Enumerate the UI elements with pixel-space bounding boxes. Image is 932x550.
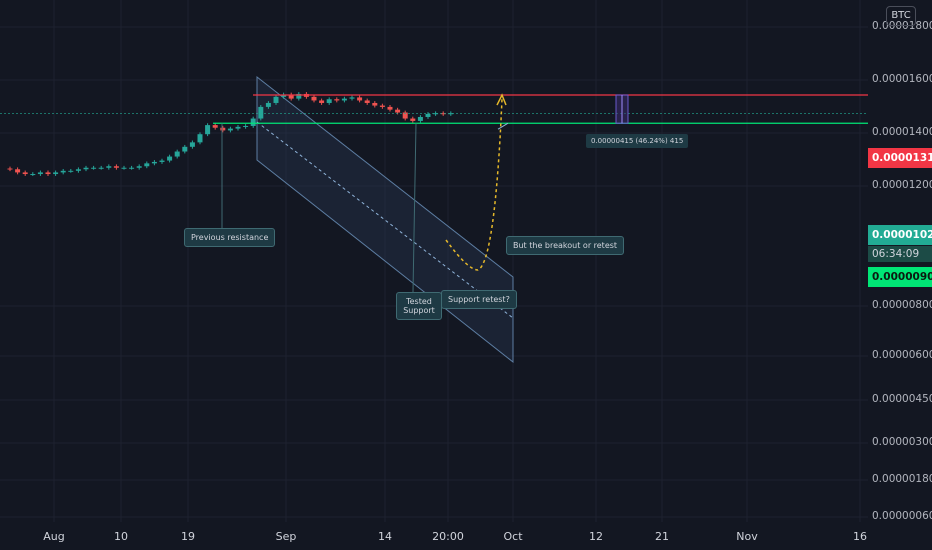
candle: [129, 167, 135, 169]
candle: [113, 166, 119, 168]
candle: [83, 167, 89, 170]
candle: [372, 102, 378, 106]
price-levels: [0, 94, 868, 124]
candle: [15, 169, 21, 173]
y-tick-label: 0.00000180: [872, 473, 932, 485]
countdown-badge: 06:34:09: [868, 246, 932, 262]
x-tick-label: 12: [589, 530, 603, 543]
candle: [68, 170, 74, 172]
candle: [364, 100, 370, 103]
candle: [220, 127, 226, 131]
note-previous-resistance[interactable]: Previous resistance: [184, 228, 276, 247]
candle: [159, 160, 165, 162]
candle: [334, 99, 340, 101]
candle: [182, 146, 188, 152]
note-support-retest[interactable]: Support retest?: [441, 290, 517, 309]
projection-path: [445, 98, 503, 271]
candle: [174, 151, 180, 157]
candle: [258, 106, 264, 119]
candle: [151, 161, 157, 164]
projection-arrow: [496, 93, 507, 106]
x-tick-label: 20:00: [432, 530, 464, 543]
candle: [402, 112, 408, 119]
callout-pointer: [412, 123, 417, 293]
candle: [250, 118, 256, 126]
candle: [265, 102, 271, 107]
candle: [296, 93, 302, 99]
candle: [273, 96, 279, 103]
note-tested-support[interactable]: Tested Support: [396, 292, 442, 320]
candle: [60, 170, 66, 173]
candle: [395, 109, 401, 113]
resistance-price-badge: 0.00001311: [868, 148, 932, 168]
price-range-label: 0.00000415 (46.24%) 415: [586, 134, 689, 148]
candle: [22, 172, 28, 175]
candle: [144, 163, 150, 167]
candle: [433, 113, 439, 115]
last-price-badge: 0.00001027: [868, 225, 932, 245]
candle: [227, 128, 233, 131]
candle: [448, 113, 454, 115]
candle: [357, 97, 363, 101]
candle: [98, 167, 104, 169]
x-tick-label: Nov: [736, 530, 758, 543]
y-tick-label: 0.00000450: [872, 393, 932, 405]
candle: [30, 174, 36, 176]
candle: [341, 98, 347, 101]
candle: [349, 97, 355, 99]
candle: [197, 134, 203, 143]
candle: [417, 116, 423, 121]
x-tick-label: 19: [181, 530, 195, 543]
candle: [7, 168, 13, 170]
candle: [91, 167, 97, 169]
note-breakout-or-retest[interactable]: But the breakout or retest: [506, 236, 625, 255]
x-tick-label: 16: [853, 530, 867, 543]
drawings[interactable]: [221, 93, 629, 293]
candle: [37, 172, 43, 175]
x-tick-label: 10: [114, 530, 128, 543]
y-tick-label: 0.00001200: [872, 179, 932, 191]
candle: [425, 113, 431, 117]
candle: [53, 172, 59, 175]
candle: [319, 100, 325, 103]
x-tick-label: Oct: [503, 530, 523, 543]
candle: [288, 94, 294, 99]
candle: [106, 166, 112, 168]
candle: [136, 166, 142, 168]
y-tick-label: 0.00000800: [872, 299, 932, 311]
candle: [326, 99, 332, 103]
candle: [235, 126, 241, 129]
candle: [167, 156, 173, 161]
x-tick-label: 21: [655, 530, 669, 543]
candle: [311, 96, 317, 101]
currency-button[interactable]: BTC: [886, 6, 916, 26]
candle: [379, 105, 385, 107]
x-tick-label: 14: [378, 530, 392, 543]
x-tick-label: Aug: [43, 530, 65, 543]
candle: [75, 169, 81, 171]
candle: [205, 125, 211, 135]
support-price-badge: 0.00000902: [868, 267, 932, 287]
candle: [243, 125, 249, 127]
candle: [45, 172, 51, 175]
y-tick-label: 0.00000300: [872, 436, 932, 448]
y-tick-label: 0.00001400: [872, 126, 932, 138]
x-tick-label: Sep: [275, 530, 297, 543]
candles: [7, 92, 454, 176]
retest-arrow: [497, 122, 509, 130]
candle: [189, 142, 195, 147]
candle: [387, 106, 393, 110]
candle: [410, 118, 416, 121]
y-tick-label: 0.00000600: [872, 349, 932, 361]
candle: [212, 125, 218, 128]
candle: [121, 167, 127, 169]
candle: [440, 113, 446, 115]
y-tick-label: 0.00000060: [872, 510, 932, 522]
y-tick-label: 0.00001600: [872, 73, 932, 85]
